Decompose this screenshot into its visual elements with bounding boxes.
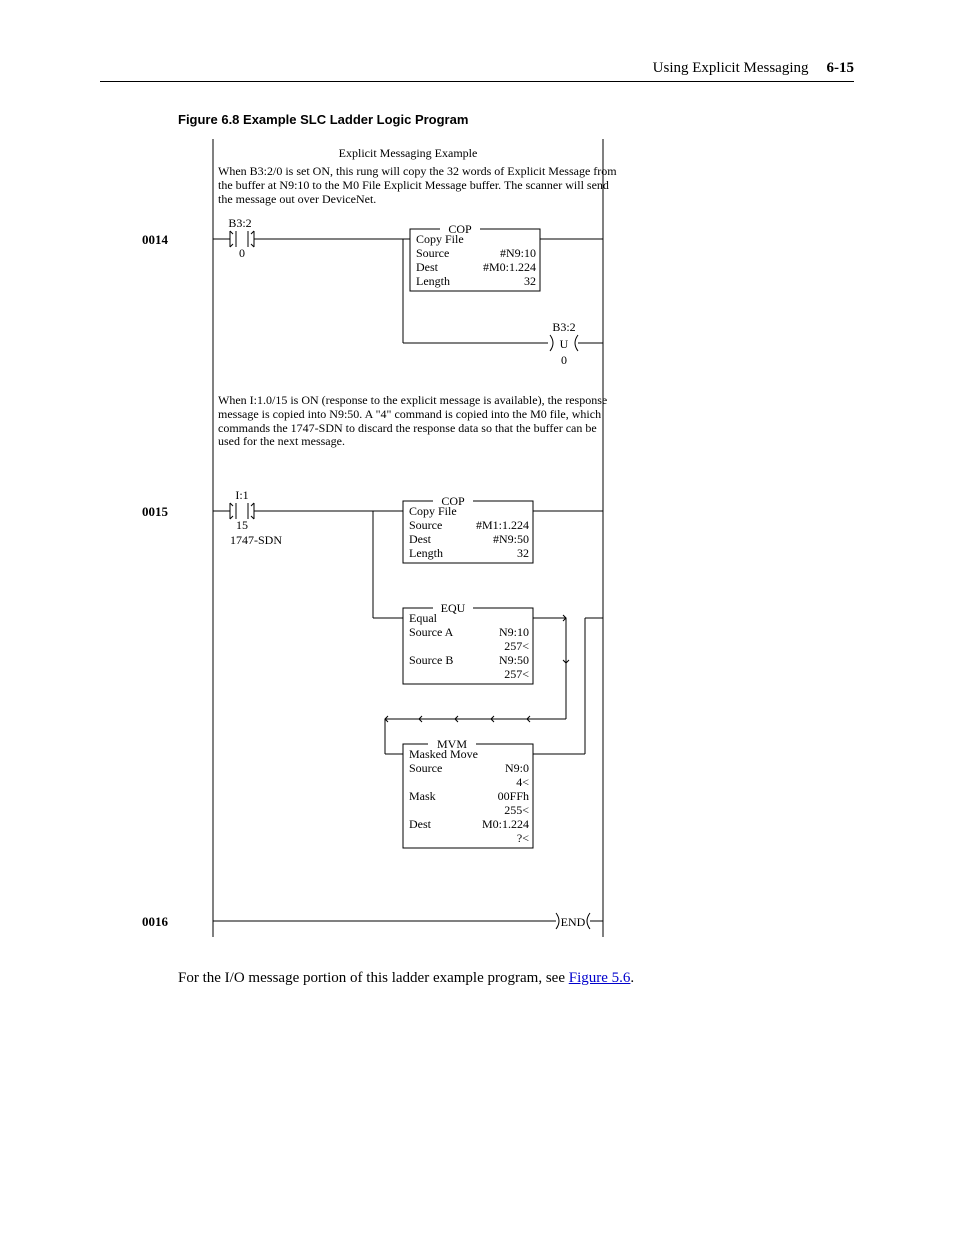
- svg-text:M0:1.224: M0:1.224: [482, 817, 529, 831]
- svg-text:U: U: [560, 337, 569, 351]
- section-title: Using Explicit Messaging: [653, 60, 809, 77]
- svg-text:Source: Source: [409, 761, 442, 775]
- afterword-period: .: [630, 970, 634, 986]
- svg-text:Copy File: Copy File: [409, 504, 457, 518]
- rung15-comment: When I:1.0/15 is ON (response to the exp…: [218, 394, 618, 449]
- svg-text:257<: 257<: [504, 667, 529, 681]
- svg-text:#M0:1.224: #M0:1.224: [483, 260, 536, 274]
- svg-text:32: 32: [524, 274, 536, 288]
- svg-text:Length: Length: [416, 274, 450, 288]
- svg-text:255<: 255<: [504, 803, 529, 817]
- svg-text:#M1:1.224: #M1:1.224: [476, 518, 529, 532]
- svg-text:EQU: EQU: [441, 601, 466, 615]
- svg-text:Source: Source: [416, 246, 449, 260]
- svg-text:Dest: Dest: [409, 817, 432, 831]
- svg-text:257<: 257<: [504, 639, 529, 653]
- svg-text:32: 32: [517, 546, 529, 560]
- svg-text:0: 0: [561, 353, 567, 367]
- svg-text:15: 15: [236, 518, 248, 532]
- svg-text:4<: 4<: [516, 775, 529, 789]
- svg-text:Masked Move: Masked Move: [409, 747, 478, 761]
- svg-text:B3:2: B3:2: [552, 320, 575, 334]
- rung-num-0014: 0014: [118, 232, 168, 248]
- svg-text:?<: ?<: [517, 831, 529, 845]
- svg-text:#N9:50: #N9:50: [493, 532, 529, 546]
- diagram-title: Explicit Messaging Example: [339, 146, 478, 160]
- page-header: Using Explicit Messaging 6-15: [100, 60, 854, 82]
- svg-text:#N9:10: #N9:10: [500, 246, 536, 260]
- page-number: 6-15: [827, 60, 855, 77]
- svg-text:Mask: Mask: [409, 789, 436, 803]
- rung14-comment: When B3:2/0 is set ON, this rung will co…: [218, 165, 618, 206]
- svg-text:Dest: Dest: [416, 260, 439, 274]
- svg-text:Dest: Dest: [409, 532, 432, 546]
- svg-text:Source: Source: [409, 518, 442, 532]
- svg-text:Copy File: Copy File: [416, 232, 464, 246]
- afterword-text: For the I/O message portion of this ladd…: [178, 970, 569, 986]
- ladder-svg: Explicit Messaging Example When B3:2/0 i…: [178, 139, 658, 944]
- svg-text:00FFh: 00FFh: [498, 789, 529, 803]
- svg-text:END: END: [561, 915, 586, 929]
- svg-text:Equal: Equal: [409, 611, 438, 625]
- svg-text:Source A: Source A: [409, 625, 454, 639]
- svg-text:N9:10: N9:10: [499, 625, 529, 639]
- svg-text:0: 0: [239, 246, 245, 260]
- svg-text:N9:0: N9:0: [505, 761, 529, 775]
- svg-text:I:1: I:1: [235, 488, 248, 502]
- svg-text:B3:2: B3:2: [228, 216, 251, 230]
- rung-num-0015: 0015: [118, 504, 168, 520]
- afterword: For the I/O message portion of this ladd…: [178, 968, 648, 988]
- svg-text:Source B: Source B: [409, 653, 453, 667]
- rung-num-0016: 0016: [118, 914, 168, 930]
- figure-caption: Figure 6.8 Example SLC Ladder Logic Prog…: [178, 112, 854, 127]
- svg-text:1747-SDN: 1747-SDN: [230, 533, 282, 547]
- ladder-diagram: 0014 0015 0016 Explicit Messaging Exampl…: [178, 139, 658, 944]
- svg-text:Length: Length: [409, 546, 443, 560]
- svg-text:N9:50: N9:50: [499, 653, 529, 667]
- figure-link[interactable]: Figure 5.6: [569, 970, 631, 986]
